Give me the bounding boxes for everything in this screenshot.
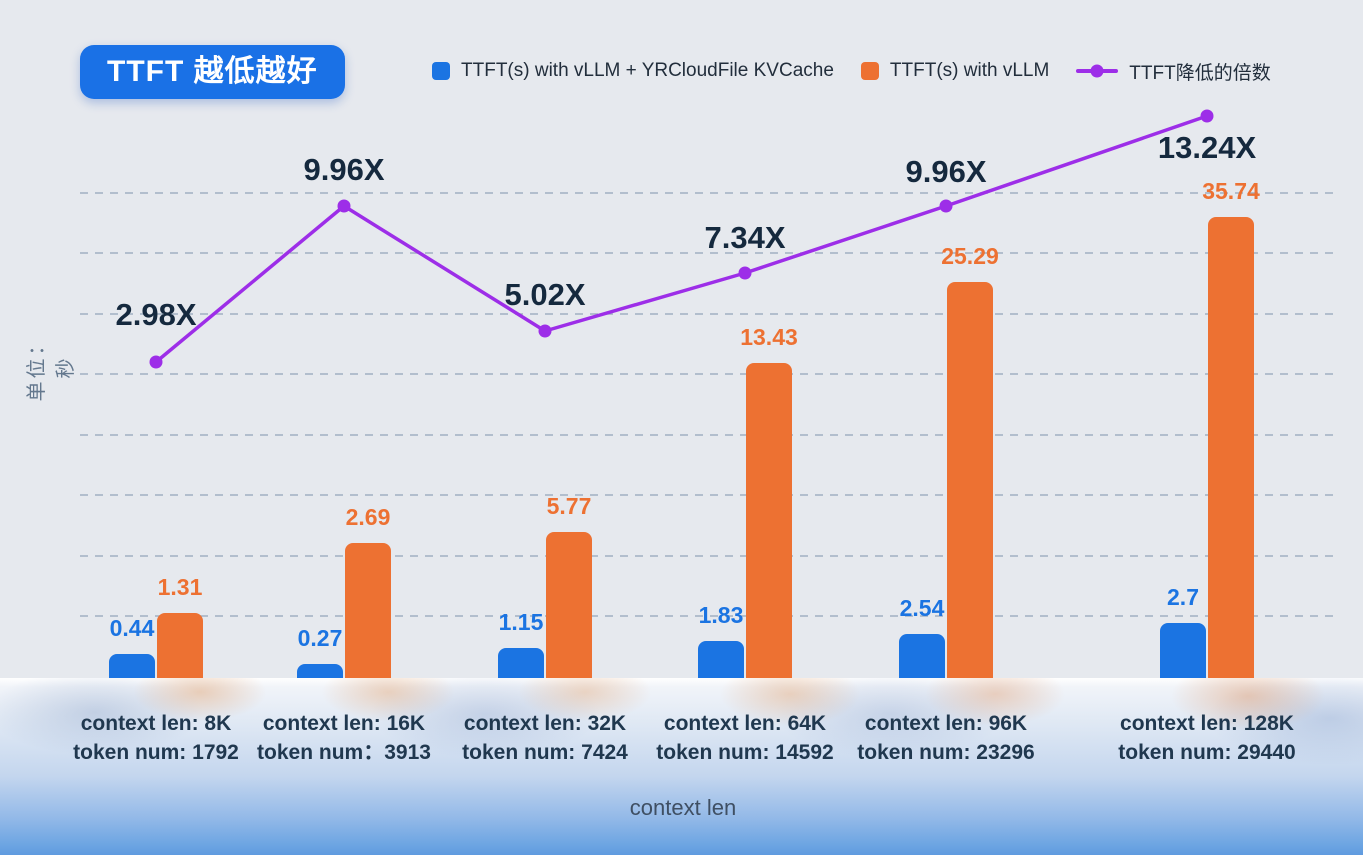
- multiplier-label: 5.02X: [504, 277, 586, 312]
- category-label: context len: 16K token num：3913: [257, 709, 431, 767]
- multiplier-label: 7.34X: [704, 220, 786, 255]
- legend-label: TTFT(s) with vLLM: [889, 60, 1050, 81]
- bar-kvcache: [109, 654, 155, 678]
- line-dot-icon: [1090, 64, 1104, 78]
- category-token-num: token num: 23296: [857, 741, 1035, 764]
- bar-kvcache: [1160, 623, 1206, 678]
- line-point: [1200, 109, 1214, 123]
- category-label: context len: 64K token num: 14592: [656, 709, 833, 767]
- category-token-num: token num: 7424: [462, 741, 628, 764]
- chart-title-badge: TTFT 越低越好: [80, 45, 345, 99]
- line-point: [939, 199, 953, 213]
- category-context-len: context len: 32K: [463, 712, 627, 735]
- line-point: [538, 324, 552, 338]
- category-token-num: token num: 14592: [656, 741, 834, 764]
- kvcache-value-label: 2.7: [1167, 584, 1199, 610]
- vllm-value-label: 25.29: [941, 243, 999, 269]
- line-marker-icon: [1076, 64, 1119, 78]
- multiplier-line: [154, 114, 1208, 364]
- category-context-len: context len: 128K: [1120, 712, 1294, 735]
- category-label: context len: 96K token num: 23296: [857, 709, 1034, 767]
- vllm-swatch-icon: [860, 62, 879, 80]
- multiplier-label: 13.24X: [1157, 130, 1257, 165]
- legend-item-kvcache: TTFT(s) with vLLM + YRCloudFile KVCache: [432, 60, 834, 82]
- vllm-value-label: 1.31: [157, 574, 203, 600]
- x-axis-title: context len: [629, 795, 737, 820]
- bar-kvcache: [498, 648, 544, 678]
- line-point: [738, 266, 752, 280]
- bar-vllm: [947, 282, 993, 678]
- category-token-num: token num: 1792: [73, 741, 239, 764]
- vllm-value-label: 13.43: [740, 324, 798, 350]
- category-label: context len: 8K token num: 1792: [73, 709, 239, 767]
- category-context-len: context len: 16K: [262, 712, 426, 735]
- legend-item-multiplier: TTFT降低的倍数: [1076, 58, 1271, 85]
- category-token-num: token num：3913: [257, 741, 431, 764]
- kvcache-value-label: 2.54: [899, 595, 945, 621]
- bar-kvcache: [698, 641, 744, 678]
- bar-vllm: [157, 613, 203, 678]
- bar-kvcache: [297, 664, 343, 678]
- multiplier-label: 9.96X: [905, 154, 987, 189]
- x-axis-band: [0, 678, 1363, 855]
- category-context-len: context len: 8K: [80, 712, 232, 735]
- bar-vllm: [1208, 217, 1254, 678]
- bar-vllm: [746, 363, 792, 678]
- category-context-len: context len: 64K: [663, 712, 827, 735]
- bar-kvcache: [899, 634, 945, 678]
- line-point: [337, 199, 351, 213]
- bar-vllm: [546, 532, 592, 678]
- vllm-value-label: 35.74: [1202, 178, 1260, 204]
- category-label: context len: 128K token num: 29440: [1118, 709, 1295, 767]
- vllm-value-label: 5.77: [546, 493, 592, 519]
- multiplier-label: 2.98X: [115, 297, 197, 332]
- category-label: context len: 32K token num: 7424: [462, 709, 628, 767]
- line-point: [149, 355, 163, 369]
- kvcache-value-label: 1.15: [498, 609, 544, 635]
- bar-vllm: [345, 543, 391, 678]
- multiplier-label: 9.96X: [303, 152, 385, 187]
- legend-item-vllm: TTFT(s) with vLLM: [860, 60, 1050, 82]
- vllm-value-label: 2.69: [345, 504, 391, 530]
- kvcache-value-label: 1.83: [698, 602, 744, 628]
- kvcache-value-label: 0.27: [297, 625, 343, 651]
- kvcache-swatch-icon: [432, 62, 450, 80]
- category-context-len: context len: 96K: [864, 712, 1028, 735]
- kvcache-value-label: 0.44: [109, 615, 155, 641]
- category-token-num: token num: 29440: [1118, 741, 1296, 764]
- chart-legend: TTFT(s) with vLLM + YRCloudFile KVCache …: [432, 54, 1271, 88]
- legend-label: TTFT(s) with vLLM + YRCloudFile KVCache: [461, 60, 834, 81]
- legend-label: TTFT降低的倍数: [1129, 62, 1271, 84]
